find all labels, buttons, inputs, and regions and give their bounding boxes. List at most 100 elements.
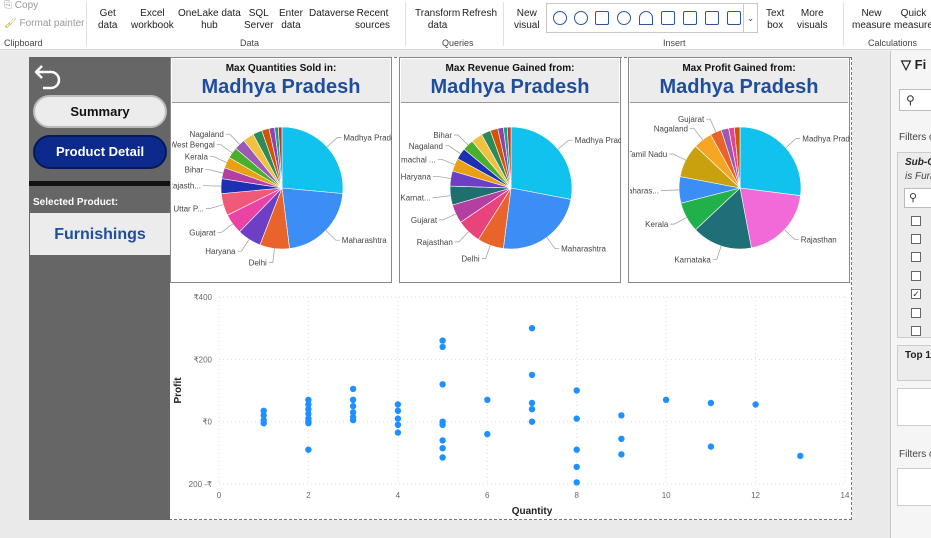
map-icon[interactable]: [617, 11, 631, 25]
scatter-point[interactable]: [349, 416, 357, 424]
scatter-point[interactable]: [439, 437, 446, 444]
scatter-point[interactable]: [484, 396, 491, 403]
scatter-point[interactable]: [305, 420, 312, 427]
scatter-point[interactable]: [484, 430, 491, 438]
card-max-quantities[interactable]: Max Quantities Sold in: Madhya Pradesh M…: [170, 57, 392, 283]
scatter-point[interactable]: [439, 337, 446, 344]
add-filter-drop-zone[interactable]: [897, 388, 931, 426]
scatter-point[interactable]: [349, 409, 357, 416]
dataverse-button[interactable]: Dataverse: [309, 8, 355, 20]
scatter-point[interactable]: [797, 452, 804, 460]
pie-slice-small[interactable]: [506, 126, 512, 189]
scatter-point[interactable]: [528, 418, 536, 425]
format-painter-button[interactable]: 🖌 Format painter: [4, 18, 85, 29]
scatter-point[interactable]: [394, 407, 402, 414]
scatter-point[interactable]: [394, 429, 402, 436]
scatter-point[interactable]: [618, 451, 625, 458]
scatter-point[interactable]: [439, 445, 446, 452]
pie-chart-icon[interactable]: [553, 11, 567, 25]
quick-measure-button[interactable]: Quick measure: [894, 8, 931, 32]
copy-button[interactable]: ⎘ Copy: [4, 0, 38, 11]
text-box-button[interactable]: Text box: [766, 8, 784, 32]
back-arrow-icon[interactable]: [33, 61, 63, 91]
donut-chart-icon[interactable]: [574, 11, 588, 25]
scatter-point[interactable]: [305, 396, 312, 403]
product-detail-button[interactable]: Product Detail: [33, 135, 167, 169]
scatter-point[interactable]: [618, 412, 625, 419]
card-max-profit[interactable]: Max Profit Gained from: Madhya Pradesh M…: [628, 57, 850, 283]
get-data-button[interactable]: Get data: [98, 8, 117, 32]
new-visual-button[interactable]: New visual: [514, 8, 540, 32]
scatter-point[interactable]: [573, 387, 580, 394]
scatter-point[interactable]: [439, 421, 446, 428]
scatter-point[interactable]: [439, 381, 446, 388]
filter-checkbox[interactable]: [911, 252, 921, 262]
scatter-point[interactable]: [260, 420, 267, 427]
sql-server-button[interactable]: SQL Server: [244, 8, 273, 32]
filter-search-input[interactable]: ⚲: [904, 188, 931, 208]
top-n-filter-card[interactable]: [897, 345, 931, 381]
transform-data-button[interactable]: Transform data: [415, 8, 460, 32]
pie-slice[interactable]: [503, 187, 572, 250]
scatter-point[interactable]: [394, 415, 402, 422]
filter-checkbox[interactable]: [911, 216, 921, 226]
scatter-point[interactable]: [528, 406, 536, 413]
scatter-point[interactable]: [305, 446, 312, 453]
filters-search-input[interactable]: ⚲: [899, 89, 931, 111]
filter-checkbox[interactable]: [911, 234, 921, 244]
enter-data-button[interactable]: Enter data: [279, 8, 303, 32]
matrix-icon[interactable]: [727, 11, 741, 25]
scatter-point[interactable]: [260, 412, 267, 419]
scatter-point[interactable]: [305, 410, 312, 418]
scatter-point[interactable]: [573, 479, 580, 486]
recent-sources-button[interactable]: Recent sources: [355, 8, 390, 32]
gallery-expand-icon[interactable]: ⌄: [743, 4, 757, 32]
scatter-point[interactable]: [439, 343, 446, 351]
excel-workbook-button[interactable]: Excel workbook: [131, 8, 174, 32]
scatter-point[interactable]: [349, 385, 357, 393]
filter-checkbox[interactable]: [911, 308, 921, 318]
scatter-point[interactable]: [349, 402, 357, 410]
revenue-pie-chart[interactable]: Madhya Pradesh Maharashtra Delhi Rajasthan G…: [401, 104, 621, 282]
scatter-point[interactable]: [439, 454, 446, 461]
pie-slice-small[interactable]: [733, 126, 741, 189]
refresh-button[interactable]: Refresh: [462, 8, 497, 20]
pie-slice[interactable]: [281, 187, 344, 249]
scatter-point[interactable]: [528, 399, 536, 407]
card-max-revenue[interactable]: Max Revenue Gained from: Madhya Pradesh …: [399, 57, 621, 283]
table-icon[interactable]: [705, 11, 719, 25]
scatter-point[interactable]: [707, 443, 715, 450]
pie-slice[interactable]: [281, 126, 344, 194]
summary-button[interactable]: Summary: [33, 95, 167, 128]
card-icon[interactable]: [661, 11, 675, 25]
new-measure-button[interactable]: New measure: [852, 8, 891, 32]
visual-gallery[interactable]: ⌄: [546, 3, 758, 33]
scatter-point[interactable]: [752, 401, 759, 408]
filter-checkbox-checked[interactable]: ✓: [911, 289, 921, 299]
scatter-point[interactable]: [662, 396, 670, 403]
scatter-point[interactable]: [349, 396, 357, 403]
filter-checkbox[interactable]: [911, 326, 921, 336]
add-filter-drop-zone[interactable]: [897, 468, 931, 506]
pie-slice[interactable]: [739, 126, 802, 196]
pie-slice[interactable]: [510, 126, 573, 200]
onelake-data-hub-button[interactable]: OneLake data hub: [178, 8, 241, 32]
scatter-point[interactable]: [394, 401, 402, 408]
scatter-point[interactable]: [305, 401, 312, 408]
pie-slice-small[interactable]: [277, 126, 283, 189]
scatter-point[interactable]: [573, 446, 580, 453]
scatter-point[interactable]: [528, 325, 536, 332]
filter-checkbox[interactable]: [911, 271, 921, 281]
profit-pie-chart[interactable]: Madhya Pradesh Rajasthan Karnataka Kerala Ma…: [630, 104, 850, 282]
pie-slice[interactable]: [739, 187, 801, 249]
more-visuals-button[interactable]: More visuals: [797, 8, 828, 32]
scatter-point[interactable]: [305, 406, 312, 413]
gauge-icon[interactable]: [639, 11, 653, 25]
profit-vs-quantity-scatter[interactable]: ₹400 ₹200 ₹0 200 -₹ 0 2 4 6 8 10 12 14 Quantity Profi…: [170, 287, 852, 520]
quantities-pie-chart[interactable]: Madhya Pradesh Maharashtra Delhi Haryana Guj…: [172, 104, 392, 282]
scatter-point[interactable]: [573, 415, 580, 422]
scatter-point[interactable]: [618, 435, 625, 442]
multi-row-card-icon[interactable]: [683, 11, 697, 25]
scatter-point[interactable]: [528, 371, 536, 379]
sub-category-filter-card[interactable]: [897, 152, 931, 338]
